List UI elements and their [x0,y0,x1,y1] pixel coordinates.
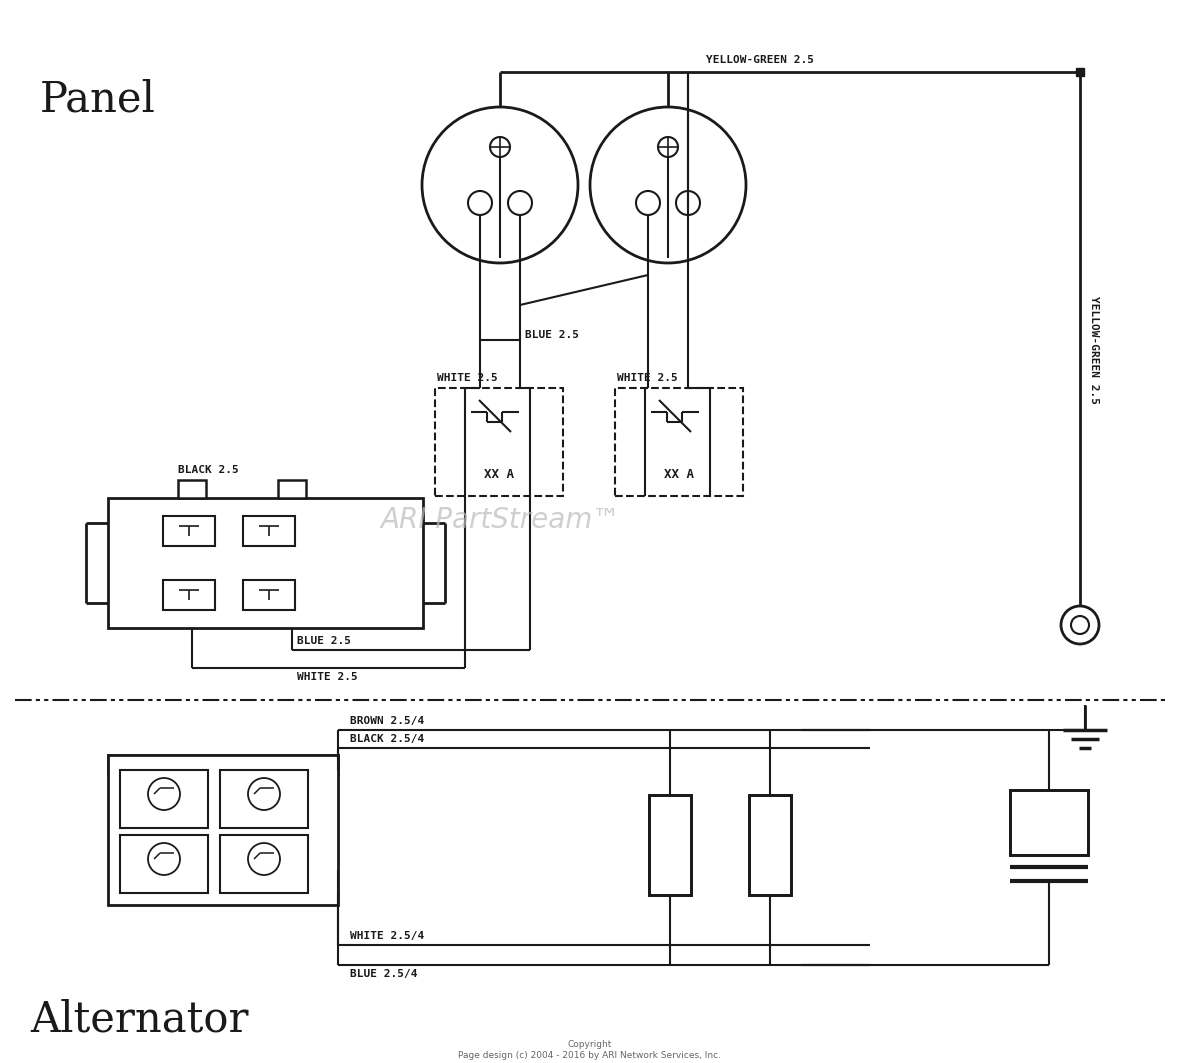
Circle shape [658,137,678,157]
Bar [615,388,743,496]
Circle shape [248,778,280,810]
Bar [109,755,337,905]
Circle shape [248,843,280,875]
Circle shape [148,843,181,875]
Text: XX A: XX A [664,468,694,480]
Circle shape [1061,606,1099,644]
Circle shape [1071,615,1089,634]
Text: BLUE 2.5: BLUE 2.5 [297,636,350,646]
Text: BROWN 2.5/4: BROWN 2.5/4 [350,716,425,726]
Text: WHITE 2.5: WHITE 2.5 [617,373,677,383]
Bar [749,795,791,895]
Bar [649,795,691,895]
Text: BLACK 2.5/4: BLACK 2.5/4 [350,733,425,744]
Text: ARI PartStream™: ARI PartStream™ [380,506,620,534]
Bar [219,770,308,828]
Text: BLUE 2.5/4: BLUE 2.5/4 [350,969,418,979]
Text: WHITE 2.5: WHITE 2.5 [437,373,498,383]
Bar [109,755,337,775]
Text: Alternator: Alternator [30,999,249,1041]
Text: Panel: Panel [40,79,156,121]
Circle shape [468,191,492,215]
Circle shape [590,107,746,263]
Bar [178,480,206,497]
Bar [1076,68,1084,75]
Bar [1010,790,1088,855]
Bar [163,580,215,610]
Circle shape [676,191,700,215]
Bar [749,795,791,895]
Bar [243,580,295,610]
Text: BLUE 2.5: BLUE 2.5 [525,330,579,340]
Circle shape [148,778,181,810]
Bar [1010,790,1088,855]
Bar [120,770,208,828]
Bar [649,795,691,895]
Text: BLACK 2.5: BLACK 2.5 [178,465,238,475]
Bar [219,836,308,893]
Circle shape [490,137,510,157]
Text: WHITE 2.5/4: WHITE 2.5/4 [350,931,425,941]
Bar [649,795,691,895]
Text: XX A: XX A [484,468,514,480]
Bar [278,480,306,497]
Bar [749,795,791,895]
Bar [163,516,215,546]
Bar [1010,790,1088,855]
Text: Copyright
Page design (c) 2004 - 2016 by ARI Network Services, Inc.: Copyright Page design (c) 2004 - 2016 by… [459,1041,721,1060]
Circle shape [422,107,578,263]
Text: YELLOW-GREEN 2.5: YELLOW-GREEN 2.5 [1089,296,1099,404]
Bar [109,497,422,628]
Bar [435,388,563,496]
Bar [120,836,208,893]
Circle shape [509,191,532,215]
Circle shape [636,191,660,215]
Text: YELLOW-GREEN 2.5: YELLOW-GREEN 2.5 [706,55,814,65]
Bar [243,516,295,546]
Text: WHITE 2.5: WHITE 2.5 [297,672,358,682]
